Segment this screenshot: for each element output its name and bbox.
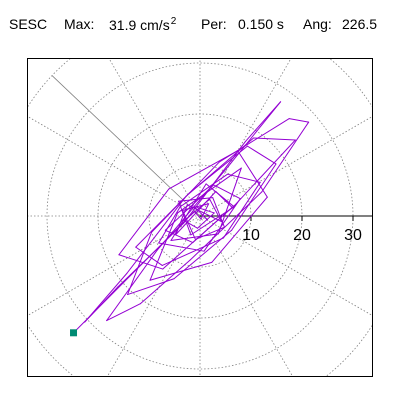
trace-segment-25 — [246, 145, 277, 165]
trace-segment-6 — [209, 198, 222, 223]
trace-segment-3 — [196, 212, 215, 229]
trace-segment-32 — [288, 118, 310, 123]
trace-segment-40 — [244, 101, 282, 143]
trace-segment-60 — [170, 183, 207, 241]
angle-label: Ang: — [303, 16, 332, 32]
trace-segment-52 — [168, 150, 239, 190]
trace-segment-63 — [178, 200, 192, 236]
trace-segment-19 — [227, 173, 261, 183]
trace-segment-15 — [203, 198, 241, 252]
trace-segment-41 — [183, 141, 246, 224]
trace-segment-53 — [237, 150, 268, 198]
trace-segment-69 — [200, 203, 210, 220]
r-tick-label-10: 10 — [242, 227, 260, 244]
grid-spoke-60 — [199, 59, 292, 217]
grid-spoke-120 — [108, 59, 201, 217]
trace-segment-56 — [149, 212, 179, 281]
trace-segment-29 — [127, 231, 153, 296]
trace-segment-37 — [106, 249, 158, 322]
trace-segment-20 — [222, 181, 261, 239]
motion-trace — [73, 101, 310, 334]
grid-spoke-150 — [28, 116, 201, 217]
trace-segment-48 — [234, 139, 296, 206]
grid-spoke-30 — [199, 116, 372, 217]
trace-segment-55 — [149, 261, 213, 281]
trace-segment-33 — [261, 121, 310, 193]
trace-segment-35 — [139, 259, 191, 305]
trace-segment-26 — [231, 163, 277, 231]
angle-value: 226.5 — [342, 16, 378, 32]
trace-segment-50 — [118, 254, 164, 270]
end-point-marker — [70, 329, 78, 337]
period-value: 0.150 s — [238, 16, 284, 32]
trace-segment-65 — [212, 197, 225, 228]
period-label: Per: — [201, 16, 227, 32]
trace-segment-67 — [182, 209, 196, 240]
trace-segment-68 — [182, 203, 210, 211]
trace-segment-46 — [185, 137, 255, 197]
radial-axis: 10 20 30 — [51, 75, 372, 244]
trace-segment-34 — [189, 191, 263, 261]
trace-segment-71 — [73, 210, 195, 334]
trace-segment-70 — [193, 210, 202, 220]
trace-segment-64 — [178, 197, 214, 202]
hodogram-chart: 10 20 30 — [28, 59, 372, 376]
grid-spoke-330 — [199, 215, 372, 316]
trace-segment-2 — [193, 205, 215, 214]
r-tick-label-30: 30 — [344, 227, 362, 244]
trace-segment-66 — [194, 226, 225, 240]
station-code: SESC — [9, 16, 48, 32]
trace-segment-36 — [106, 303, 141, 322]
trace-segment-58 — [217, 167, 242, 235]
trace-segment-49 — [162, 204, 236, 270]
trace-segment-47 — [253, 137, 296, 141]
max-value: 31.9 cm/s2 — [109, 16, 176, 33]
grid-spoke-240 — [107, 215, 201, 376]
azimuth-line — [51, 75, 201, 217]
trace-segment-17 — [158, 206, 181, 244]
trace-segment-62 — [190, 206, 235, 236]
plot-frame: 10 20 30 — [27, 58, 373, 377]
trace-segment-57 — [177, 167, 242, 214]
grid-spoke-210 — [28, 215, 201, 316]
end-marker-layer — [70, 329, 78, 337]
trace-segment-54 — [211, 196, 268, 263]
max-value-number: 31.9 cm/s — [109, 17, 170, 33]
max-label: Max: — [64, 16, 95, 32]
header-bar: SESC Max: 31.9 cm/s2 Per: 0.150 s Ang: 2… — [0, 0, 400, 52]
r-tick-label-20: 20 — [293, 227, 311, 244]
max-value-exponent: 2 — [170, 16, 177, 27]
trace-segment-18 — [179, 173, 229, 208]
trace-segment-14 — [213, 184, 241, 200]
trace-segment-1 — [193, 205, 209, 221]
trace-segment-51 — [118, 188, 170, 256]
trace-segment-61 — [205, 183, 235, 208]
grid-spoke-300 — [199, 215, 293, 376]
trace-segment-39 — [228, 101, 282, 167]
